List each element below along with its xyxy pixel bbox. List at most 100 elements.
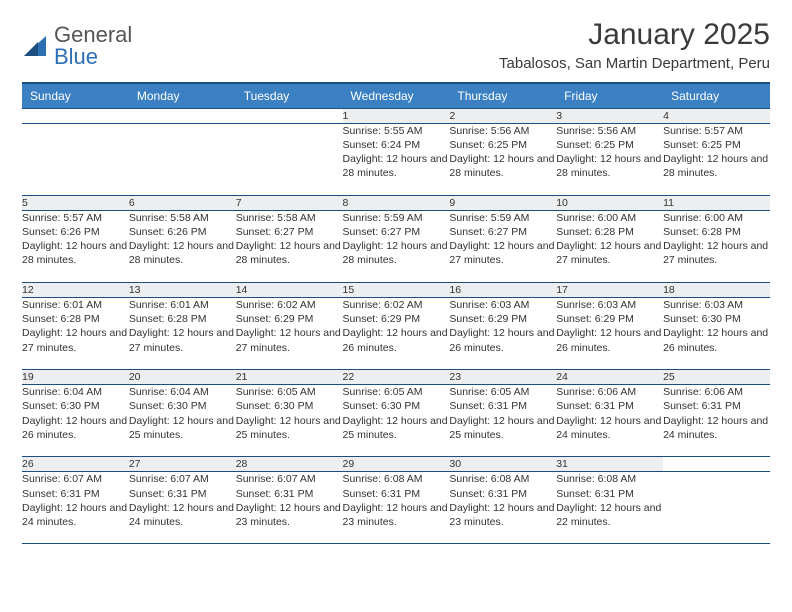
calendar-body: 1234Sunrise: 5:55 AMSunset: 6:24 PMDayli… bbox=[22, 108, 770, 544]
sunrise-text: Sunrise: 6:08 AM bbox=[343, 472, 450, 486]
sunset-text: Sunset: 6:25 PM bbox=[449, 138, 556, 152]
daylight-text: Daylight: 12 hours and 23 minutes. bbox=[236, 501, 343, 529]
day-number-cell: 13 bbox=[129, 282, 236, 297]
sunrise-text: Sunrise: 6:02 AM bbox=[236, 298, 343, 312]
day-detail-cell: Sunrise: 6:05 AMSunset: 6:30 PMDaylight:… bbox=[236, 385, 343, 457]
day-number-cell: 24 bbox=[556, 370, 663, 385]
sunrise-text: Sunrise: 6:05 AM bbox=[236, 385, 343, 399]
day-number-cell bbox=[129, 108, 236, 123]
day-detail-cell: Sunrise: 5:55 AMSunset: 6:24 PMDaylight:… bbox=[343, 123, 450, 195]
sunrise-text: Sunrise: 6:05 AM bbox=[449, 385, 556, 399]
daylight-text: Daylight: 12 hours and 28 minutes. bbox=[449, 152, 556, 180]
sunrise-text: Sunrise: 5:58 AM bbox=[236, 211, 343, 225]
day-number-cell: 22 bbox=[343, 370, 450, 385]
day-number-cell bbox=[663, 457, 770, 472]
weekday-header: Friday bbox=[556, 83, 663, 109]
sunset-text: Sunset: 6:27 PM bbox=[449, 225, 556, 239]
sunset-text: Sunset: 6:29 PM bbox=[556, 312, 663, 326]
daylight-text: Daylight: 12 hours and 24 minutes. bbox=[22, 501, 129, 529]
day-number-cell: 20 bbox=[129, 370, 236, 385]
day-detail-cell bbox=[663, 472, 770, 544]
weekday-header: Wednesday bbox=[343, 83, 450, 109]
daylight-text: Daylight: 12 hours and 27 minutes. bbox=[129, 326, 236, 354]
sunrise-text: Sunrise: 6:00 AM bbox=[663, 211, 770, 225]
detail-row: Sunrise: 6:04 AMSunset: 6:30 PMDaylight:… bbox=[22, 385, 770, 457]
day-detail-cell: Sunrise: 6:08 AMSunset: 6:31 PMDaylight:… bbox=[556, 472, 663, 544]
sunset-text: Sunset: 6:30 PM bbox=[129, 399, 236, 413]
day-detail-cell: Sunrise: 6:07 AMSunset: 6:31 PMDaylight:… bbox=[236, 472, 343, 544]
day-number-cell: 12 bbox=[22, 282, 129, 297]
day-number-cell: 28 bbox=[236, 457, 343, 472]
daylight-text: Daylight: 12 hours and 28 minutes. bbox=[343, 152, 450, 180]
day-detail-cell: Sunrise: 5:59 AMSunset: 6:27 PMDaylight:… bbox=[449, 210, 556, 282]
day-detail-cell: Sunrise: 5:56 AMSunset: 6:25 PMDaylight:… bbox=[449, 123, 556, 195]
daylight-text: Daylight: 12 hours and 28 minutes. bbox=[343, 239, 450, 267]
sunset-text: Sunset: 6:25 PM bbox=[556, 138, 663, 152]
daynum-row: 1234 bbox=[22, 108, 770, 123]
sunset-text: Sunset: 6:26 PM bbox=[22, 225, 129, 239]
day-detail-cell: Sunrise: 6:04 AMSunset: 6:30 PMDaylight:… bbox=[22, 385, 129, 457]
day-detail-cell: Sunrise: 6:03 AMSunset: 6:29 PMDaylight:… bbox=[556, 298, 663, 370]
calendar-page: General Blue January 2025 Tabalosos, San… bbox=[0, 0, 792, 612]
weekday-header: Sunday bbox=[22, 83, 129, 109]
day-detail-cell: Sunrise: 5:58 AMSunset: 6:26 PMDaylight:… bbox=[129, 210, 236, 282]
sunset-text: Sunset: 6:27 PM bbox=[236, 225, 343, 239]
sunrise-text: Sunrise: 6:07 AM bbox=[129, 472, 236, 486]
sunset-text: Sunset: 6:29 PM bbox=[449, 312, 556, 326]
sunrise-text: Sunrise: 6:01 AM bbox=[22, 298, 129, 312]
logo-sail-icon bbox=[22, 32, 50, 60]
daylight-text: Daylight: 12 hours and 25 minutes. bbox=[343, 414, 450, 442]
sunrise-text: Sunrise: 6:08 AM bbox=[556, 472, 663, 486]
day-number-cell: 4 bbox=[663, 108, 770, 123]
sunrise-text: Sunrise: 6:03 AM bbox=[663, 298, 770, 312]
sunrise-text: Sunrise: 6:06 AM bbox=[556, 385, 663, 399]
sunset-text: Sunset: 6:30 PM bbox=[236, 399, 343, 413]
calendar-table: Sunday Monday Tuesday Wednesday Thursday… bbox=[22, 82, 770, 545]
sunset-text: Sunset: 6:29 PM bbox=[343, 312, 450, 326]
day-number-cell: 14 bbox=[236, 282, 343, 297]
weekday-header: Tuesday bbox=[236, 83, 343, 109]
day-number-cell: 1 bbox=[343, 108, 450, 123]
weekday-header: Saturday bbox=[663, 83, 770, 109]
sunrise-text: Sunrise: 5:55 AM bbox=[343, 124, 450, 138]
daynum-row: 567891011 bbox=[22, 195, 770, 210]
daylight-text: Daylight: 12 hours and 26 minutes. bbox=[449, 326, 556, 354]
sunset-text: Sunset: 6:31 PM bbox=[449, 399, 556, 413]
sunrise-text: Sunrise: 5:57 AM bbox=[663, 124, 770, 138]
sunrise-text: Sunrise: 6:07 AM bbox=[22, 472, 129, 486]
daylight-text: Daylight: 12 hours and 27 minutes. bbox=[449, 239, 556, 267]
sunrise-text: Sunrise: 6:08 AM bbox=[449, 472, 556, 486]
daynum-row: 12131415161718 bbox=[22, 282, 770, 297]
day-detail-cell: Sunrise: 6:02 AMSunset: 6:29 PMDaylight:… bbox=[236, 298, 343, 370]
detail-row: Sunrise: 5:57 AMSunset: 6:26 PMDaylight:… bbox=[22, 210, 770, 282]
sunrise-text: Sunrise: 6:07 AM bbox=[236, 472, 343, 486]
day-detail-cell: Sunrise: 5:58 AMSunset: 6:27 PMDaylight:… bbox=[236, 210, 343, 282]
day-detail-cell: Sunrise: 6:01 AMSunset: 6:28 PMDaylight:… bbox=[22, 298, 129, 370]
day-detail-cell: Sunrise: 6:07 AMSunset: 6:31 PMDaylight:… bbox=[129, 472, 236, 544]
day-number-cell: 6 bbox=[129, 195, 236, 210]
sunset-text: Sunset: 6:31 PM bbox=[663, 399, 770, 413]
logo: General Blue bbox=[22, 18, 132, 68]
sunset-text: Sunset: 6:31 PM bbox=[556, 487, 663, 501]
day-number-cell: 21 bbox=[236, 370, 343, 385]
day-detail-cell bbox=[236, 123, 343, 195]
daylight-text: Daylight: 12 hours and 26 minutes. bbox=[556, 326, 663, 354]
sunset-text: Sunset: 6:31 PM bbox=[129, 487, 236, 501]
sunrise-text: Sunrise: 6:01 AM bbox=[129, 298, 236, 312]
sunset-text: Sunset: 6:28 PM bbox=[129, 312, 236, 326]
daylight-text: Daylight: 12 hours and 24 minutes. bbox=[556, 414, 663, 442]
sunset-text: Sunset: 6:31 PM bbox=[236, 487, 343, 501]
day-number-cell: 2 bbox=[449, 108, 556, 123]
sunset-text: Sunset: 6:31 PM bbox=[449, 487, 556, 501]
day-detail-cell: Sunrise: 6:05 AMSunset: 6:30 PMDaylight:… bbox=[343, 385, 450, 457]
sunset-text: Sunset: 6:30 PM bbox=[22, 399, 129, 413]
day-detail-cell: Sunrise: 5:57 AMSunset: 6:25 PMDaylight:… bbox=[663, 123, 770, 195]
day-number-cell: 16 bbox=[449, 282, 556, 297]
sunset-text: Sunset: 6:26 PM bbox=[129, 225, 236, 239]
detail-row: Sunrise: 6:07 AMSunset: 6:31 PMDaylight:… bbox=[22, 472, 770, 544]
daylight-text: Daylight: 12 hours and 24 minutes. bbox=[129, 501, 236, 529]
header: General Blue January 2025 Tabalosos, San… bbox=[22, 18, 770, 72]
location-subtitle: Tabalosos, San Martin Department, Peru bbox=[499, 55, 770, 72]
daylight-text: Daylight: 12 hours and 23 minutes. bbox=[449, 501, 556, 529]
daylight-text: Daylight: 12 hours and 24 minutes. bbox=[663, 414, 770, 442]
